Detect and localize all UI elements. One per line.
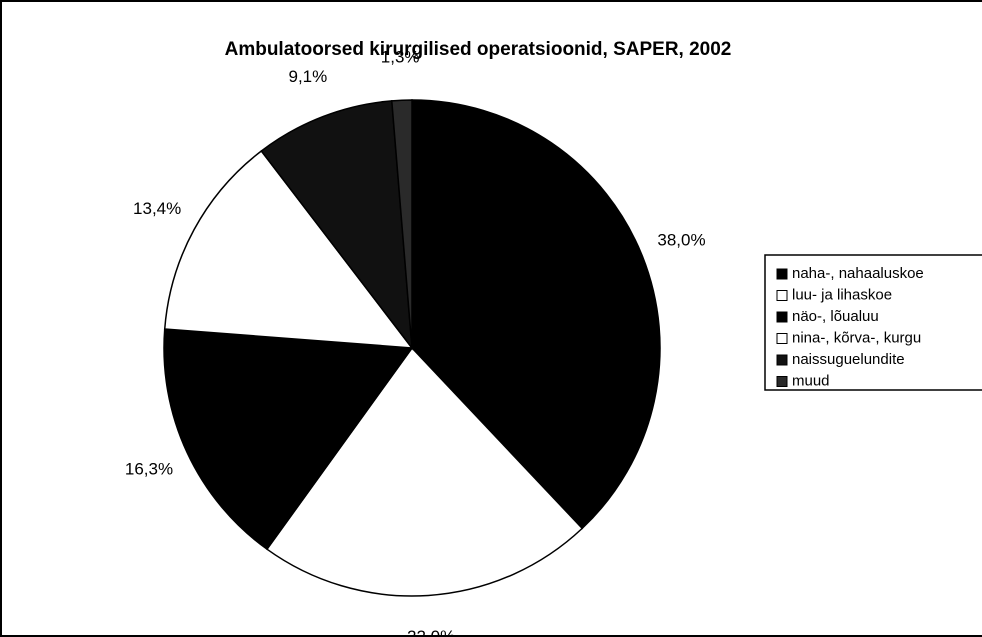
legend-swatch — [776, 354, 788, 366]
legend-label: näo-, lõualuu — [792, 308, 879, 325]
chart-title: Ambulatoorsed kirurgilised operatsioonid… — [225, 39, 732, 60]
pie-slice — [390, 99, 413, 349]
legend-swatch — [776, 290, 788, 301]
legend: naha-, nahaaluskoe luu- ja lihaskoe näo-, … — [764, 254, 982, 391]
data-label: 1,3% — [381, 48, 420, 67]
legend-label: nina-, kõrva-, kurgu — [792, 329, 921, 346]
data-label: 9,1% — [289, 67, 328, 86]
legend-label: luu- ja lihaskoe — [792, 286, 892, 303]
data-label: 13,4% — [133, 199, 181, 218]
pie-slice — [265, 346, 584, 597]
pie-slice — [163, 328, 414, 551]
legend-label: muud — [792, 372, 830, 389]
legend-label: naissuguelundite — [792, 351, 905, 368]
data-label: 22,0% — [407, 627, 455, 637]
legend-swatch — [776, 333, 788, 344]
legend-swatch — [776, 376, 788, 387]
data-label: 16,3% — [125, 460, 173, 479]
pie: 38,0% 22,0% 16,3% 13,4% 9,1% 1,3% — [125, 48, 706, 637]
pie-slice — [260, 100, 413, 351]
legend-swatch — [776, 311, 788, 323]
legend-swatch — [776, 268, 788, 280]
legend-box — [764, 254, 982, 391]
pie-slice — [163, 149, 414, 349]
data-label: 38,0% — [657, 230, 705, 249]
pie-slice — [411, 99, 661, 530]
legend-label: naha-, nahaaluskoe — [792, 265, 924, 282]
